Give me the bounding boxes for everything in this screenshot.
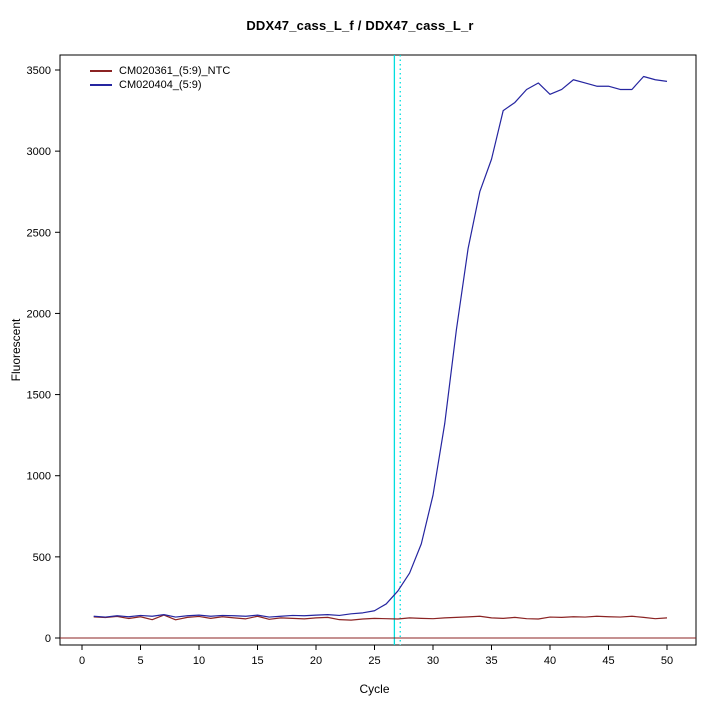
series-line-sample	[93, 75, 668, 618]
x-tick-label: 0	[79, 655, 85, 667]
y-tick-label: 0	[45, 633, 51, 645]
legend-line-swatch-ntc	[90, 70, 112, 72]
series-line-ntc	[93, 614, 668, 621]
y-tick-label: 3000	[27, 146, 51, 158]
y-tick-label: 500	[33, 552, 51, 564]
x-axis-label: Cycle	[359, 682, 389, 696]
x-tick-label: 35	[485, 655, 497, 667]
legend-item-ntc: CM020361_(5:9)_NTC	[90, 64, 230, 78]
y-tick-label: 1500	[27, 390, 51, 402]
y-tick-label: 2000	[27, 308, 51, 320]
x-tick-label: 15	[251, 655, 263, 667]
legend: CM020361_(5:9)_NTC CM020404_(5:9)	[90, 64, 230, 92]
x-tick-label: 30	[427, 655, 439, 667]
y-tick-label: 3500	[27, 65, 51, 77]
legend-label-sample: CM020404_(5:9)	[119, 79, 202, 91]
x-tick-label: 40	[544, 655, 556, 667]
x-tick-label: 10	[193, 655, 205, 667]
plot-box	[59, 54, 697, 646]
x-tick-label: 45	[602, 655, 614, 667]
chart-title: DDX47_cass_L_f / DDX47_cass_L_r	[246, 18, 474, 33]
x-tick-label: 25	[368, 655, 380, 667]
y-tick-label: 2500	[27, 227, 51, 239]
y-tick-label: 1000	[27, 471, 51, 483]
legend-item-sample: CM020404_(5:9)	[90, 78, 230, 92]
y-axis-label: Fluorescent	[9, 318, 23, 381]
x-tick-label: 5	[137, 655, 143, 667]
legend-label-ntc: CM020361_(5:9)_NTC	[119, 65, 231, 77]
x-tick-label: 20	[310, 655, 322, 667]
legend-line-swatch-sample	[90, 84, 112, 86]
x-tick-label: 50	[661, 655, 673, 667]
